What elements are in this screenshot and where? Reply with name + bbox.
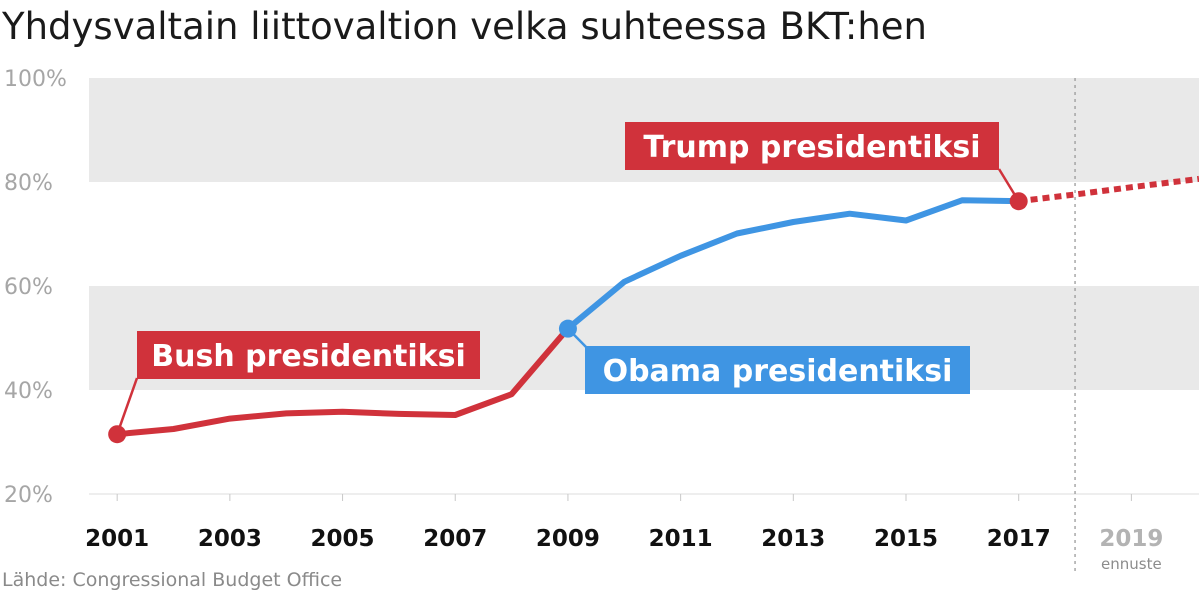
label-trump: Trump presidentiksi <box>643 130 980 165</box>
x-tick-label: 2019 <box>1099 526 1163 552</box>
y-tick-label: 20% <box>4 483 53 508</box>
label-bush: Bush presidentiksi <box>151 339 466 374</box>
label-box-obama <box>585 346 970 394</box>
y-tick-label: 80% <box>4 171 53 196</box>
y-tick-label: 100% <box>4 67 67 92</box>
projection-note: ennuste <box>1101 555 1162 573</box>
x-tick-label: 2009 <box>536 526 600 552</box>
leader-line-bush <box>115 377 139 435</box>
series-line-obama <box>564 197 1022 332</box>
annotations: Bush presidentiksi Obama presidentiksi Tru… <box>108 122 1028 444</box>
label-box-bush <box>137 331 480 379</box>
y-tick-label: 60% <box>4 275 53 300</box>
source-note: Lähde: Congressional Budget Office <box>2 569 342 591</box>
label-obama: Obama presidentiksi <box>603 354 953 389</box>
marker-trump <box>1009 192 1028 211</box>
marker-obama <box>558 319 577 338</box>
x-tick-label: 2013 <box>761 526 825 552</box>
series-line-trump <box>1018 175 1199 205</box>
grid-bands <box>89 78 1199 495</box>
chart-title: Yhdysvaltain liittovaltion velka suhtees… <box>1 5 927 48</box>
x-tick-label: 2015 <box>874 526 938 552</box>
data-lines <box>114 175 1199 438</box>
series-line-bush <box>114 325 571 438</box>
marker-bush <box>108 425 127 444</box>
label-box-trump <box>625 122 999 170</box>
x-tick-label: 2011 <box>649 526 713 552</box>
y-tick-label: 40% <box>4 379 53 404</box>
x-tick-label: 2003 <box>198 526 262 552</box>
x-axis-ticks: 2001 2003 2005 2007 2009 2011 2013 2015 2017 2019… <box>85 494 1163 573</box>
x-tick-label: 2005 <box>311 526 375 552</box>
y-axis-ticks: 20% 40% 60% 80% 100% <box>4 67 67 508</box>
x-tick-label: 2007 <box>423 526 487 552</box>
x-tick-label: 2017 <box>987 526 1051 552</box>
x-tick-label: 2001 <box>85 526 149 552</box>
